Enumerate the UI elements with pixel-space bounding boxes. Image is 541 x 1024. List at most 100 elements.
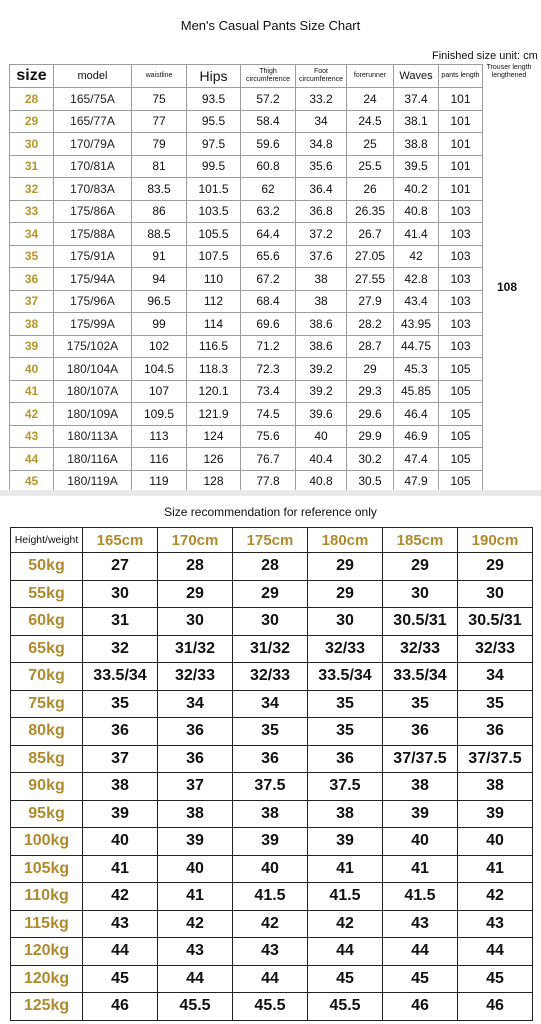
size-cell: 39 bbox=[9, 334, 54, 358]
measure-cell: 29.6 bbox=[346, 402, 394, 426]
recommended-size-cell: 38 bbox=[157, 799, 233, 828]
measure-cell: 38.6 bbox=[295, 334, 347, 358]
size-row: 42 180/109A 109.5 121.9 74.5 39.6 29.6 46.4 105 bbox=[9, 402, 483, 426]
recommended-size-cell: 32/33 bbox=[232, 662, 308, 691]
model-cell: 175/91A bbox=[53, 244, 132, 268]
weight-cell: 110kg bbox=[10, 882, 83, 911]
measure-cell: 42 bbox=[393, 244, 439, 268]
model-cell: 175/96A bbox=[53, 289, 132, 313]
recommended-size-cell: 39 bbox=[157, 827, 233, 856]
header-pants-length: pants length bbox=[438, 64, 483, 88]
recommended-size-cell: 34 bbox=[232, 689, 308, 718]
size-cell: 38 bbox=[9, 312, 54, 336]
recommended-size-cell: 43 bbox=[382, 909, 458, 938]
measure-cell: 34.8 bbox=[295, 132, 347, 156]
recommend-row: 95kg 39 38 38 38 39 39 bbox=[10, 799, 533, 828]
recommended-size-cell: 28 bbox=[232, 552, 308, 581]
recommended-size-cell: 35 bbox=[457, 689, 533, 718]
header-forerunner: forerunner bbox=[346, 64, 394, 88]
weight-cell: 120kg bbox=[10, 964, 83, 993]
measure-cell: 38 bbox=[295, 267, 347, 291]
measure-cell: 59.6 bbox=[240, 132, 296, 156]
measure-cell: 86 bbox=[131, 199, 187, 223]
size-cell: 43 bbox=[9, 424, 54, 448]
section-divider bbox=[0, 490, 541, 496]
weight-cell: 90kg bbox=[10, 772, 83, 801]
model-cell: 175/102A bbox=[53, 334, 132, 358]
size-cell: 36 bbox=[9, 267, 54, 291]
recommended-size-cell: 37 bbox=[82, 744, 158, 773]
recommended-size-cell: 45 bbox=[307, 964, 383, 993]
measure-cell: 76.7 bbox=[240, 447, 296, 471]
recommended-size-cell: 39 bbox=[457, 799, 533, 828]
measure-cell: 45.3 bbox=[393, 357, 439, 381]
measure-cell: 35.6 bbox=[295, 154, 347, 178]
recommended-size-cell: 36 bbox=[157, 744, 233, 773]
recommended-size-cell: 43 bbox=[232, 937, 308, 966]
measure-cell: 24.5 bbox=[346, 109, 394, 133]
recommended-size-cell: 36 bbox=[457, 717, 533, 746]
recommend-row: 85kg 37 36 36 36 37/37.5 37/37.5 bbox=[10, 744, 533, 773]
recommended-size-cell: 38 bbox=[307, 799, 383, 828]
recommended-size-cell: 30.5/31 bbox=[457, 607, 533, 636]
recommended-size-cell: 37.5 bbox=[307, 772, 383, 801]
size-row: 32 170/83A 83.5 101.5 62 36.4 26 40.2 101 bbox=[9, 177, 483, 201]
measure-cell: 39.6 bbox=[295, 402, 347, 426]
measure-cell: 81 bbox=[131, 154, 187, 178]
model-cell: 165/75A bbox=[53, 87, 132, 111]
recommend-row: 115kg 43 42 42 42 43 43 bbox=[10, 909, 533, 938]
measure-cell: 101 bbox=[438, 87, 483, 111]
recommended-size-cell: 29 bbox=[157, 579, 233, 608]
recommended-size-cell: 37/37.5 bbox=[457, 744, 533, 773]
measure-cell: 94 bbox=[131, 267, 187, 291]
size-row: 30 170/79A 79 97.5 59.6 34.8 25 38.8 101 bbox=[9, 132, 483, 156]
recommended-size-cell: 42 bbox=[82, 882, 158, 911]
measure-cell: 97.5 bbox=[186, 132, 241, 156]
recommended-size-cell: 29 bbox=[232, 579, 308, 608]
weight-cell: 125kg bbox=[10, 992, 83, 1021]
recommended-size-cell: 45.5 bbox=[232, 992, 308, 1021]
recommended-size-cell: 32/33 bbox=[157, 662, 233, 691]
recommended-size-cell: 34 bbox=[157, 689, 233, 718]
recommend-row: 120kg 45 44 44 45 45 45 bbox=[10, 964, 533, 993]
measure-cell: 63.2 bbox=[240, 199, 296, 223]
size-cell: 40 bbox=[9, 357, 54, 381]
recommended-size-cell: 30 bbox=[82, 579, 158, 608]
recommended-size-cell: 41 bbox=[382, 854, 458, 883]
measure-cell: 91 bbox=[131, 244, 187, 268]
size-cell: 35 bbox=[9, 244, 54, 268]
size-row: 37 175/96A 96.5 112 68.4 38 27.9 43.4 103 bbox=[9, 289, 483, 313]
recommended-size-cell: 29 bbox=[307, 579, 383, 608]
recommended-size-cell: 37 bbox=[157, 772, 233, 801]
measure-cell: 99 bbox=[131, 312, 187, 336]
weight-cell: 115kg bbox=[10, 909, 83, 938]
measure-cell: 45.85 bbox=[393, 379, 439, 403]
size-row: 39 175/102A 102 116.5 71.2 38.6 28.7 44.75 103 bbox=[9, 334, 483, 358]
measure-cell: 27.55 bbox=[346, 267, 394, 291]
model-cell: 180/116A bbox=[53, 447, 132, 471]
measure-cell: 43.95 bbox=[393, 312, 439, 336]
measure-cell: 30.2 bbox=[346, 447, 394, 471]
measure-cell: 105.5 bbox=[186, 222, 241, 246]
measure-cell: 101 bbox=[438, 109, 483, 133]
measure-cell: 116.5 bbox=[186, 334, 241, 358]
measure-cell: 29.9 bbox=[346, 424, 394, 448]
size-cell: 34 bbox=[9, 222, 54, 246]
recommended-size-cell: 43 bbox=[82, 909, 158, 938]
size-recommendation-table: Height/weight 165cm 170cm 175cm 180cm 185cm 1… bbox=[10, 527, 533, 1021]
model-cell: 170/81A bbox=[53, 154, 132, 178]
measure-cell: 99.5 bbox=[186, 154, 241, 178]
measure-cell: 101 bbox=[438, 154, 483, 178]
model-cell: 180/104A bbox=[53, 357, 132, 381]
recommended-size-cell: 45.5 bbox=[307, 992, 383, 1021]
recommended-size-cell: 30 bbox=[457, 579, 533, 608]
recommended-size-cell: 31/32 bbox=[157, 634, 233, 663]
measure-cell: 37.2 bbox=[295, 222, 347, 246]
recommended-size-cell: 38 bbox=[382, 772, 458, 801]
recommended-size-cell: 33.5/34 bbox=[82, 662, 158, 691]
measure-cell: 114 bbox=[186, 312, 241, 336]
recommended-size-cell: 44 bbox=[382, 937, 458, 966]
recommended-size-cell: 38 bbox=[82, 772, 158, 801]
recommended-size-cell: 45 bbox=[382, 964, 458, 993]
recommended-size-cell: 35 bbox=[307, 717, 383, 746]
